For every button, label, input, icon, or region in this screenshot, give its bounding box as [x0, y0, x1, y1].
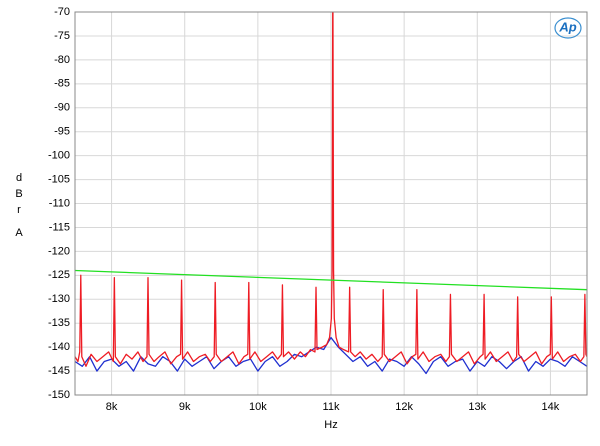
y-tick-label: -100 [48, 150, 70, 162]
x-tick-label: 12k [395, 401, 413, 413]
series-line [75, 12, 587, 367]
y-tick-label: -150 [48, 389, 70, 401]
y-label: d [16, 172, 22, 184]
y-tick-label: -145 [48, 365, 70, 377]
y-label: B [15, 188, 22, 200]
y-tick-label: -110 [49, 197, 70, 209]
logo-ring [554, 17, 582, 39]
plot-border [74, 11, 588, 396]
x-tick-label: 14k [542, 401, 560, 413]
y-tick-label: -105 [48, 173, 70, 185]
x-tick-label: 10k [249, 401, 267, 413]
y-tick-label: -140 [48, 341, 70, 353]
y-tick-label: -70 [54, 6, 70, 18]
y-tick-label: -135 [48, 317, 70, 329]
y-label: r [17, 204, 21, 216]
x-label: Hz [324, 419, 337, 431]
y-tick-label: -95 [54, 126, 70, 138]
x-tick-label: 9k [179, 401, 191, 413]
x-tick-label: 8k [106, 401, 118, 413]
y-tick-label: -130 [48, 293, 70, 305]
plot-area [75, 12, 587, 375]
y-tick-label: -90 [54, 102, 70, 114]
y-tick-label: -120 [48, 245, 70, 257]
logo: Ap [558, 19, 576, 34]
x-tick-label: 13k [468, 401, 486, 413]
y-tick-label: -115 [49, 221, 70, 233]
y-tick-label: -125 [48, 269, 70, 281]
y-tick-label: -80 [54, 54, 70, 66]
series-line [75, 269, 587, 291]
y-tick-label: -85 [54, 78, 70, 90]
series-line [75, 336, 587, 375]
x-tick-label: 11k [323, 401, 340, 413]
y-label: A [15, 227, 23, 239]
y-tick-label: -75 [54, 30, 70, 42]
